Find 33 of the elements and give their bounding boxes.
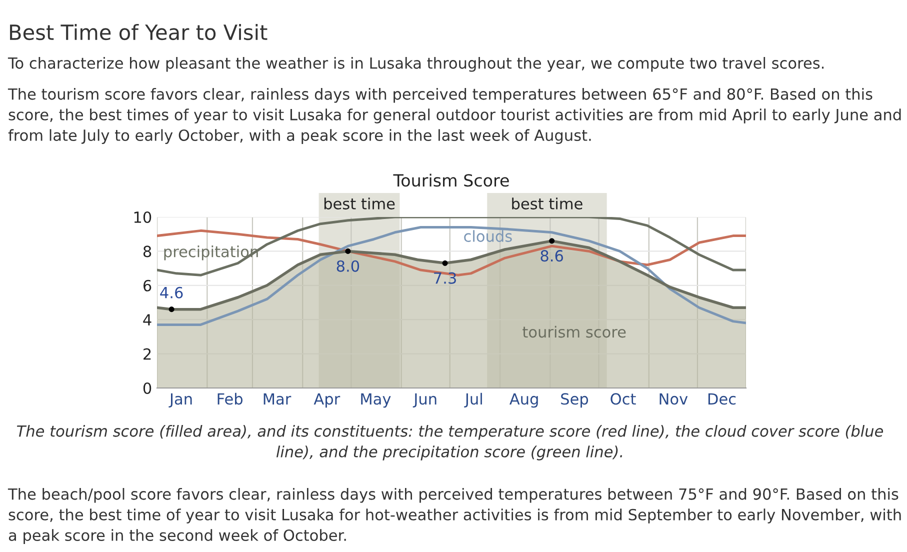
y-tick-label: 2 [144, 348, 151, 360]
x-tick-label: Apr [314, 393, 340, 408]
chart-title: Tourism Score [393, 174, 509, 187]
x-tick-label: Oct [610, 393, 636, 405]
x-tick-label: May [361, 393, 391, 408]
text: To characterize how pleasant the weather is in Lusaka throughout the year, we compute two travel scores. [8, 57, 824, 72]
x-tick-label: Jan [168, 393, 192, 408]
band-label: best time [324, 198, 395, 210]
annotation: 8.6 [540, 250, 564, 262]
x-tick-label: Sep [561, 393, 588, 408]
x-tick-label: Aug [510, 393, 538, 408]
text: Best Time of Year to Visit [10, 24, 268, 40]
x-tick-label: Jun [412, 393, 436, 408]
text: The tourism score favors clear, rainless days with perceived temperatures between 65°F and 80°F. Based on this score, the best times of year to visit Lusaka for general outdoor tourist activities are from mid April to early June and from late July to early October, with a peak score in the last week of August. [8, 88, 901, 144]
x-tick-label: Dec [708, 393, 736, 405]
y-tick-label: 10 [134, 211, 152, 224]
x-tick-label: Mar [264, 393, 292, 405]
x-tick-label: Feb [218, 392, 243, 405]
y-tick-label: 4 [143, 314, 152, 326]
text: The beach/pool score favors clear, rainless days with perceived temperatures between 75°F and 90°F. Based on this score, the best time of year to visit Lusaka for hot-weather activities is from mid September to early November, with a peak score in the second week of October. [8, 488, 901, 544]
series-label: tourism score [522, 326, 626, 338]
y-tick-label: 8 [143, 246, 152, 258]
y-tick-label: 0 [143, 382, 152, 394]
y-tick-label: 6 [143, 280, 152, 292]
band-label: best time [512, 198, 582, 210]
annotation: 7.3 [434, 272, 456, 284]
annotation: 4.6 [160, 286, 183, 298]
x-tick-label: Jul [464, 392, 482, 408]
annotation: 8.0 [336, 260, 360, 272]
x-tick-label: Nov [660, 393, 688, 405]
line-series [157, 226, 746, 326]
text: The tourism score (filled area), and its constituents: the temperature score (red line), the cloud cover score (blue line), and the precipitation score (green line). [16, 425, 884, 460]
series-label: clouds [464, 230, 512, 242]
